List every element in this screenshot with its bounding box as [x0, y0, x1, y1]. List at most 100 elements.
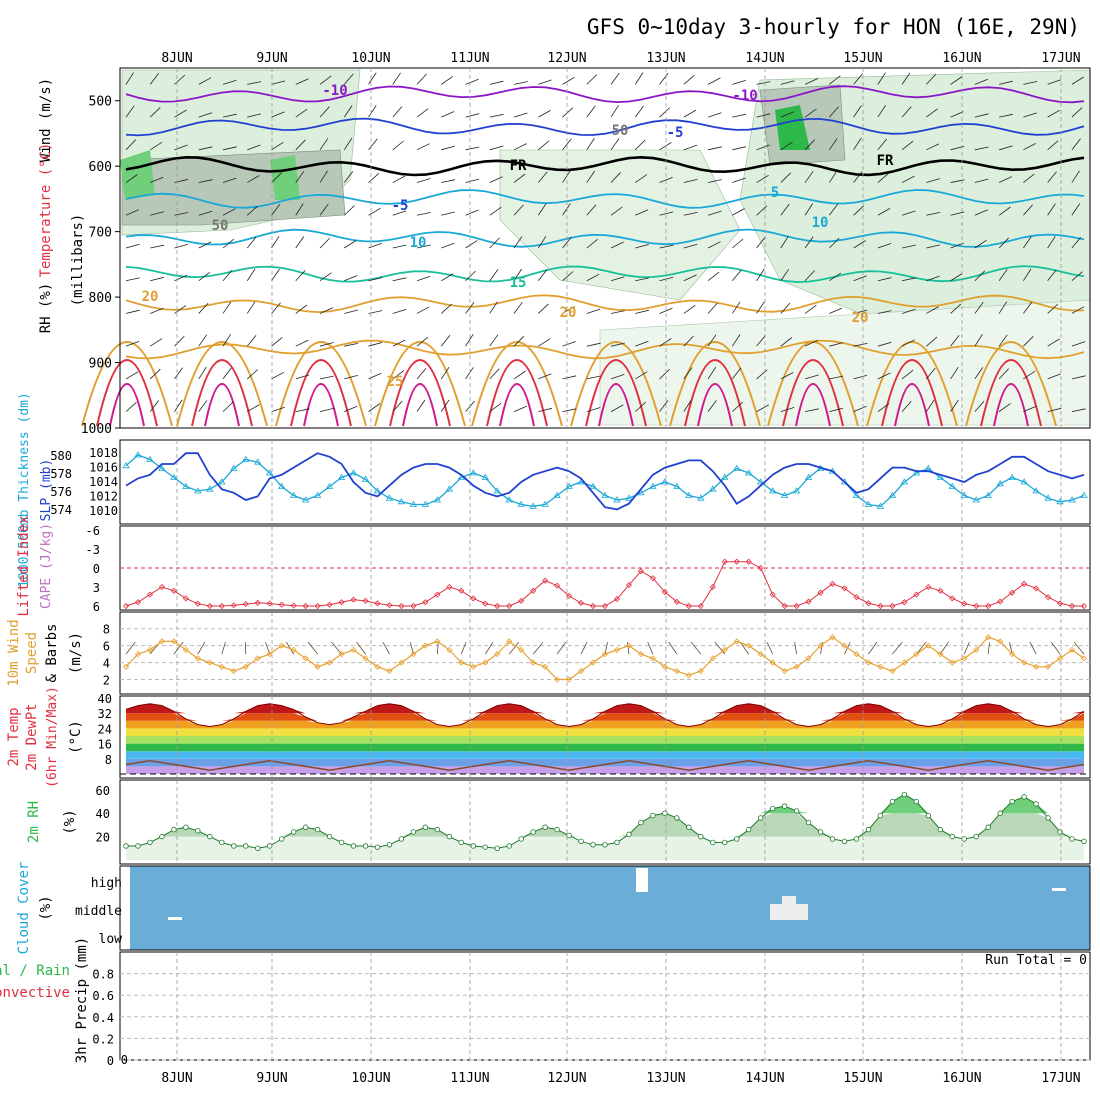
wind-barb	[150, 339, 162, 347]
wind-barb	[563, 77, 575, 84]
wind-barb	[563, 376, 577, 379]
marker	[842, 839, 847, 844]
wind-barb	[563, 342, 576, 347]
date-label-bottom: 13JUN	[646, 1071, 685, 1086]
marker	[387, 843, 392, 848]
wind-barb	[533, 642, 543, 654]
marker	[1082, 839, 1087, 844]
contour-label: 20	[142, 289, 159, 305]
temp-band	[126, 728, 1084, 736]
wind-barb	[611, 138, 619, 149]
wind-barb	[485, 642, 493, 654]
marker	[687, 825, 692, 830]
wind-barb	[393, 141, 404, 150]
date-label-top: 17JUN	[1041, 51, 1080, 66]
wind-barb	[611, 105, 619, 117]
wind-barb	[369, 311, 383, 314]
rh-tick: 40	[96, 807, 110, 821]
wind-barb	[587, 138, 595, 150]
slp-line	[126, 453, 1084, 509]
marker	[507, 844, 512, 849]
temp-band	[126, 751, 1084, 759]
slp-label: SLP (mb)	[39, 459, 54, 522]
wind-barb	[175, 368, 183, 379]
ytick-label: 800	[89, 291, 112, 306]
wind-barb	[369, 139, 378, 150]
chart-title: GFS 0~10day 3-hourly for HON (16E, 29N)	[587, 15, 1080, 39]
wind-barb	[441, 243, 454, 248]
marker	[926, 813, 931, 818]
wind-barb	[272, 372, 284, 379]
surface-isotherm	[403, 384, 437, 426]
wind-barb	[247, 302, 255, 314]
temp-tick: 40	[98, 692, 112, 706]
wind-barb	[296, 340, 309, 346]
wind-barb	[441, 180, 455, 183]
wind-barb	[223, 368, 231, 379]
surface-isotherm	[110, 384, 144, 426]
wind-barb	[466, 147, 480, 150]
wind-barb	[272, 337, 283, 346]
cloud-fill	[130, 866, 1090, 950]
marker	[878, 813, 883, 818]
cloud-gap	[1052, 888, 1066, 891]
date-label-top: 16JUN	[942, 51, 981, 66]
wind-barb	[557, 642, 566, 654]
marker	[243, 844, 248, 849]
wind-barb	[344, 276, 357, 281]
wind-barb	[732, 114, 746, 117]
wind-barb	[441, 76, 453, 84]
date-label-bottom: 15JUN	[843, 1071, 882, 1086]
rh-band	[126, 795, 1084, 814]
ytick-label: 900	[89, 357, 112, 372]
wind-barb	[126, 402, 137, 411]
surface-isotherm	[500, 384, 534, 426]
wind-barb	[441, 146, 455, 150]
date-label-top: 14JUN	[745, 51, 784, 66]
marker	[375, 845, 380, 850]
marker	[962, 837, 967, 842]
wind-barb	[708, 78, 720, 84]
precip-total-label: Total / Rain	[0, 963, 70, 979]
marker	[1046, 816, 1051, 821]
precip-label: 3hr Precip (mm)	[74, 937, 90, 1063]
wind-tick: 6	[103, 640, 110, 654]
wind-barb	[611, 311, 625, 314]
contour-label: FR	[510, 158, 527, 174]
marker	[172, 827, 177, 832]
marker	[950, 834, 955, 839]
cloud-tick: low	[99, 932, 123, 947]
contour-label: 20	[852, 310, 869, 326]
wind-barb	[247, 405, 259, 412]
contour-label: 10	[410, 235, 427, 251]
slp-tick: 1018	[89, 446, 118, 460]
marker	[339, 840, 344, 845]
precip-frame	[120, 952, 1090, 1060]
wind-barb	[296, 237, 304, 249]
rh-shading	[270, 155, 300, 200]
surface-isotherm	[291, 360, 351, 426]
temp-band	[126, 766, 1084, 774]
wind-barb	[514, 302, 522, 313]
wind-barb	[272, 407, 285, 411]
wind-barb	[417, 368, 426, 379]
marker	[854, 837, 859, 842]
li-tick: 0	[93, 562, 100, 576]
wind-barb	[466, 210, 479, 215]
marker	[160, 834, 165, 839]
wind-barb	[417, 74, 426, 84]
wind-barb	[126, 372, 138, 379]
wind-barb	[538, 304, 548, 314]
ytick-label: 600	[89, 160, 112, 175]
marker	[435, 827, 440, 832]
marker	[770, 806, 775, 811]
wind-barb	[393, 176, 405, 183]
wind-barb	[732, 209, 744, 216]
wind-barb	[684, 75, 695, 84]
thickness-line	[126, 455, 1084, 506]
marker	[411, 830, 416, 835]
date-label-bottom: 16JUN	[942, 1071, 981, 1086]
rh-tick: 20	[96, 831, 110, 845]
li-tick: -3	[86, 543, 100, 557]
wind-barb	[441, 112, 454, 118]
